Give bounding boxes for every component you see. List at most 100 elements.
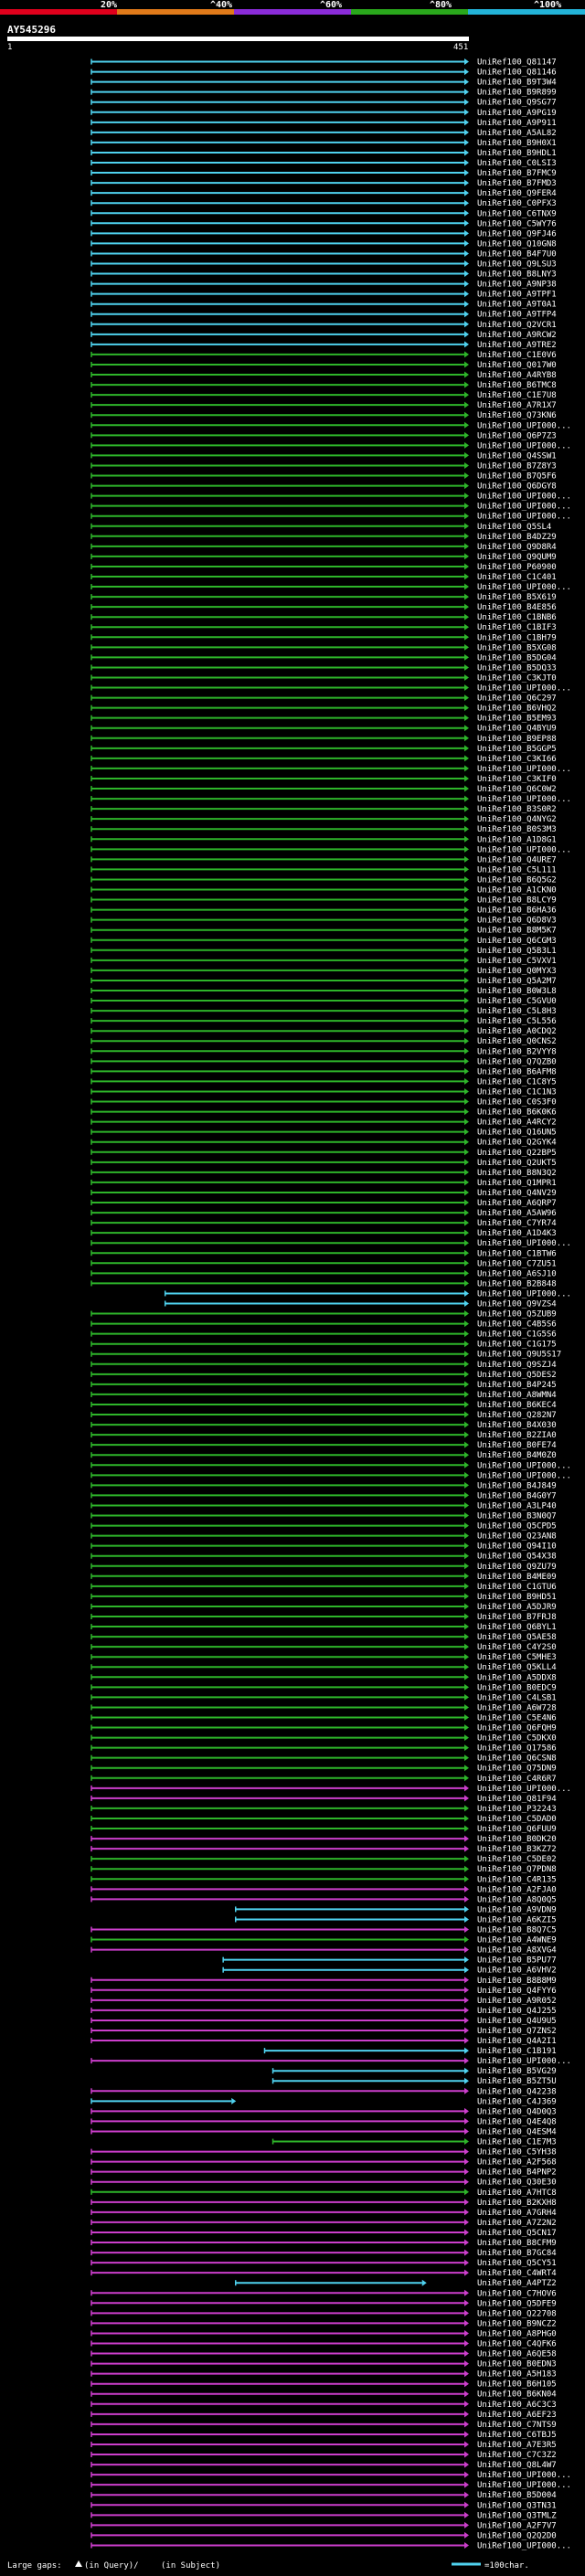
hit-label[interactable]: UniRef100_B9NCZ2	[477, 2319, 557, 2328]
hit-label[interactable]: UniRef100_Q4SSW1	[477, 451, 557, 461]
hit-label[interactable]: UniRef100_Q4D0Q3	[477, 2107, 557, 2116]
hit-label[interactable]: UniRef100_A9P911	[477, 119, 557, 128]
hit-label[interactable]: UniRef100_Q5ZUB9	[477, 1310, 557, 1320]
hit-label[interactable]: UniRef100_B9HDL1	[477, 149, 557, 158]
hit-label[interactable]: UniRef100_C7NTS9	[477, 2421, 557, 2430]
hit-label[interactable]: UniRef100_Q2UKT5	[477, 1159, 557, 1168]
hit-label[interactable]: UniRef100_B3S0R2	[477, 805, 557, 814]
hit-label[interactable]: UniRef100_Q4NYG2	[477, 815, 557, 824]
hit-label[interactable]: UniRef100_B4X030	[477, 1421, 557, 1430]
hit-label[interactable]: UniRef100_C1E7U8	[477, 391, 557, 400]
hit-label[interactable]: UniRef100_B6HA36	[477, 906, 557, 916]
hit-label[interactable]: UniRef100_B0S3M3	[477, 825, 557, 834]
hit-label[interactable]: UniRef100_Q8L4W7	[477, 2461, 557, 2470]
hit-label[interactable]: UniRef100_B5XG08	[477, 643, 557, 652]
hit-label[interactable]: UniRef100_Q4NV29	[477, 1189, 557, 1198]
hit-label[interactable]: UniRef100_C1C8Y5	[477, 1077, 557, 1087]
hit-label[interactable]: UniRef100_B8LNY3	[477, 270, 557, 280]
hit-label[interactable]: UniRef100_Q6D8V3	[477, 917, 557, 926]
hit-label[interactable]: UniRef100_B3KZ72	[477, 1845, 557, 1854]
hit-label[interactable]: UniRef100_B7Q5F6	[477, 472, 557, 482]
hit-label[interactable]: UniRef100_B0EDN3	[477, 2360, 557, 2369]
hit-label[interactable]: UniRef100_Q6FQH9	[477, 1724, 557, 1733]
hit-label[interactable]: UniRef100_B0EDC9	[477, 1683, 557, 1692]
hit-label[interactable]: UniRef100_A4RCY2	[477, 1118, 557, 1128]
hit-label[interactable]: UniRef100_Q5A2M7	[477, 977, 557, 986]
hit-label[interactable]: UniRef100_C5DKX0	[477, 1734, 557, 1744]
hit-label[interactable]: UniRef100_Q6CGM3	[477, 937, 557, 946]
hit-label[interactable]: UniRef100_Q5DFE9	[477, 2299, 557, 2308]
hit-label[interactable]: UniRef100_Q5CPD5	[477, 1522, 557, 1532]
hit-label[interactable]: UniRef100_C1C1N3	[477, 1087, 557, 1097]
hit-label[interactable]: UniRef100_Q54X38	[477, 1553, 557, 1562]
hit-label[interactable]: UniRef100_A0CDQ2	[477, 1027, 557, 1036]
hit-label[interactable]: UniRef100_B9EP88	[477, 735, 557, 744]
hit-label[interactable]: UniRef100_B7GC84	[477, 2249, 557, 2258]
hit-label[interactable]: UniRef100_UPI000...	[477, 795, 571, 804]
hit-label[interactable]: UniRef100_A5DDX8	[477, 1673, 557, 1682]
hit-label[interactable]: UniRef100_B8M5K7	[477, 927, 557, 936]
hit-label[interactable]: UniRef100_B8Q7C5	[477, 1926, 557, 1935]
hit-label[interactable]: UniRef100_C6TBJ5	[477, 2431, 557, 2440]
hit-label[interactable]: UniRef100_C5MHE3	[477, 1653, 557, 1662]
hit-label[interactable]: UniRef100_B0DK20	[477, 1835, 557, 1844]
hit-label[interactable]: UniRef100_C1GTU6	[477, 1583, 557, 1592]
hit-label[interactable]: UniRef100_Q6C297	[477, 694, 557, 704]
hit-label[interactable]: UniRef100_Q23AN8	[477, 1532, 557, 1542]
hit-label[interactable]: UniRef100_Q5CY51	[477, 2259, 557, 2268]
hit-label[interactable]: UniRef100_UPI000...	[477, 1239, 571, 1248]
hit-label[interactable]: UniRef100_C7YR74	[477, 1219, 557, 1228]
hit-label[interactable]: UniRef100_A8Q0Q5	[477, 1895, 557, 1904]
hit-label[interactable]: UniRef100_B8CFM9	[477, 2239, 557, 2248]
hit-label[interactable]: UniRef100_UPI000...	[477, 684, 571, 694]
hit-label[interactable]: UniRef100_B7FMD3	[477, 179, 557, 188]
hit-label[interactable]: UniRef100_Q6FUU9	[477, 1825, 557, 1834]
hit-label[interactable]: UniRef100_Q6P7Z3	[477, 431, 557, 440]
hit-label[interactable]: UniRef100_Q81F94	[477, 1795, 557, 1804]
hit-label[interactable]: UniRef100_C5DAD0	[477, 1815, 557, 1824]
hit-label[interactable]: UniRef100_B2ZIA0	[477, 1431, 557, 1440]
hit-label[interactable]: UniRef100_B0W3L8	[477, 987, 557, 996]
hit-label[interactable]: UniRef100_P60900	[477, 563, 557, 572]
hit-label[interactable]: UniRef100_C3KI66	[477, 755, 557, 764]
hit-label[interactable]: UniRef100_B4ME09	[477, 1573, 557, 1582]
hit-label[interactable]: UniRef100_UPI000...	[477, 493, 571, 502]
hit-label[interactable]: UniRef100_Q4ESM4	[477, 2127, 557, 2136]
hit-label[interactable]: UniRef100_Q22708	[477, 2309, 557, 2318]
hit-label[interactable]: UniRef100_Q73KN6	[477, 411, 557, 420]
hit-label[interactable]: UniRef100_C6TNX9	[477, 209, 557, 218]
hit-label[interactable]: UniRef100_Q6DGY8	[477, 482, 557, 492]
hit-label[interactable]: UniRef100_Q2Q2D0	[477, 2531, 557, 2540]
hit-label[interactable]: UniRef100_Q9LSU3	[477, 260, 557, 269]
hit-label[interactable]: UniRef100_B6K0K6	[477, 1108, 557, 1118]
hit-label[interactable]: UniRef100_A9TPF1	[477, 291, 557, 300]
hit-label[interactable]: UniRef100_Q7ZNS2	[477, 2027, 557, 2036]
hit-label[interactable]: UniRef100_B5ZT5U	[477, 2077, 557, 2086]
hit-label[interactable]: UniRef100_A6QRP7	[477, 1199, 557, 1208]
hit-label[interactable]: UniRef100_UPI000...	[477, 1785, 571, 1794]
hit-label[interactable]: UniRef100_C1G5S6	[477, 1330, 557, 1340]
hit-label[interactable]: UniRef100_A7Z2N2	[477, 2219, 557, 2228]
hit-label[interactable]: UniRef100_C1BIF3	[477, 623, 557, 632]
hit-label[interactable]: UniRef100_A4PTZ2	[477, 2279, 557, 2288]
hit-label[interactable]: UniRef100_B4M0Z0	[477, 1451, 557, 1460]
hit-label[interactable]: UniRef100_A6C3C3	[477, 2401, 557, 2410]
hit-label[interactable]: UniRef100_B3N0Q7	[477, 1512, 557, 1521]
hit-label[interactable]: UniRef100_A9VDN9	[477, 1905, 557, 1914]
hit-label[interactable]: UniRef100_C4R6R7	[477, 1775, 557, 1784]
hit-label[interactable]: UniRef100_C7C3Z2	[477, 2451, 557, 2460]
hit-label[interactable]: UniRef100_Q3TN31	[477, 2501, 557, 2510]
hit-label[interactable]: UniRef100_B5D004	[477, 2491, 557, 2500]
hit-label[interactable]: UniRef100_Q30E30	[477, 2178, 557, 2188]
hit-label[interactable]: UniRef100_C5E4N6	[477, 1713, 557, 1723]
hit-label[interactable]: UniRef100_B4PNP2	[477, 2168, 557, 2178]
hit-label[interactable]: UniRef100_C0LSI3	[477, 159, 557, 168]
hit-label[interactable]: UniRef100_A6QE58	[477, 2350, 557, 2359]
hit-label[interactable]: UniRef100_Q4FYY6	[477, 1987, 557, 1996]
hit-label[interactable]: UniRef100_A3LP40	[477, 1501, 557, 1511]
hit-label[interactable]: UniRef100_B9HD51	[477, 1593, 557, 1602]
hit-label[interactable]: UniRef100_B4J849	[477, 1481, 557, 1490]
hit-label[interactable]: UniRef100_Q4BYU9	[477, 725, 557, 734]
hit-label[interactable]: UniRef100_C0S3F0	[477, 1098, 557, 1108]
hit-label[interactable]: UniRef100_B2VYY8	[477, 1047, 557, 1056]
